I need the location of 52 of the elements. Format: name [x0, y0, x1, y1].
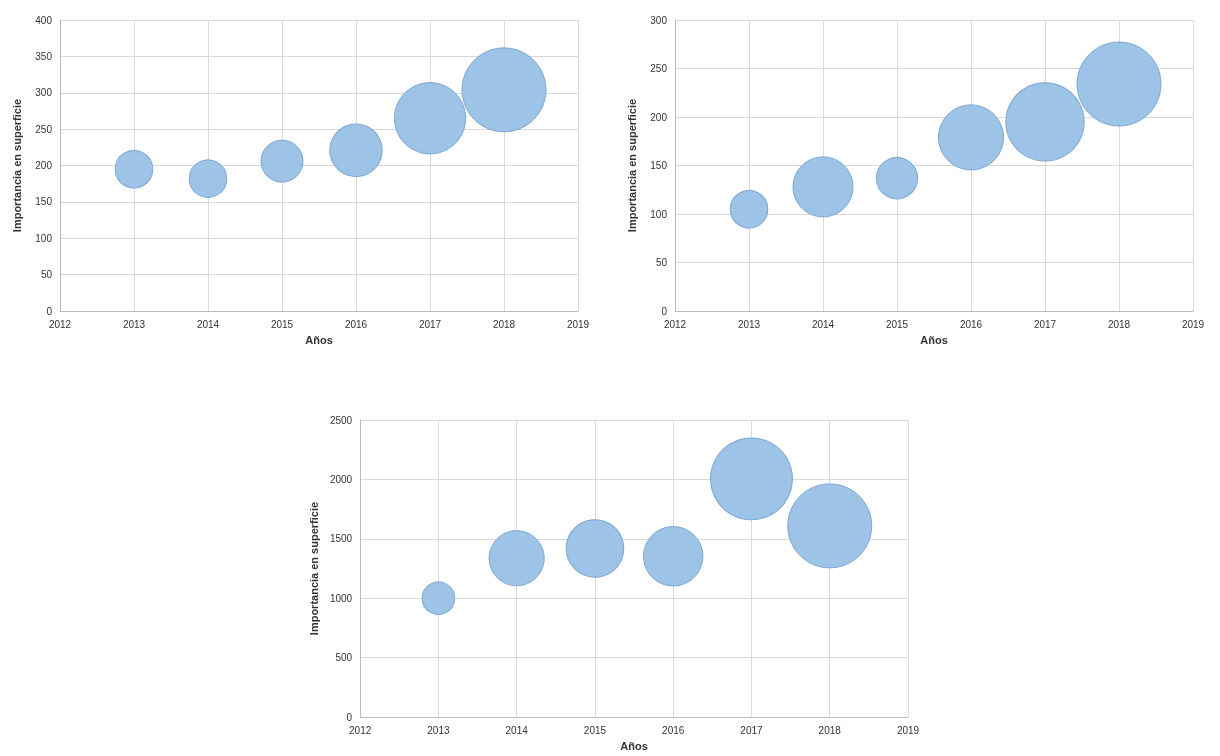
x-axis-title: Años	[305, 333, 333, 346]
y-axis-title: Importancia en superficie	[10, 98, 23, 233]
y-tick-label: 0	[46, 305, 53, 317]
x-tick-label: 2017	[418, 318, 442, 330]
y-tick-label: 400	[35, 14, 53, 26]
x-tick-label: 2012	[663, 318, 687, 330]
y-tick-label: 0	[661, 305, 668, 317]
y-tick-label: 200	[35, 160, 53, 172]
x-tick-label: 2017	[740, 724, 764, 736]
x-tick-label: 2019	[896, 724, 920, 736]
y-tick-label: 1000	[329, 592, 353, 604]
y-axis-title: Importancia en superficie	[307, 501, 320, 636]
y-tick-label: 0	[346, 711, 353, 723]
x-tick-label: 2013	[427, 724, 450, 736]
y-tick-label: 1500	[329, 533, 353, 545]
x-tick-label: 2014	[505, 724, 529, 736]
x-tick-label: 2017	[1033, 318, 1057, 330]
x-tick-label: 2013	[122, 318, 146, 330]
x-tick-label: 2018	[492, 318, 516, 330]
x-tick-label: 2015	[583, 724, 607, 736]
y-axis-title: Importancia en superficie	[625, 98, 638, 233]
x-tick-label: 2019	[1181, 318, 1205, 330]
y-tick-label: 150	[650, 160, 668, 172]
x-tick-label: 2012	[48, 318, 72, 330]
x-tick-label: 2015	[885, 318, 909, 330]
y-tick-label: 200	[650, 111, 668, 123]
x-axis-title: Años	[920, 333, 948, 346]
y-tick-label: 2000	[329, 473, 353, 485]
x-tick-label: 2019	[566, 318, 590, 330]
x-tick-label: 2013	[737, 318, 761, 330]
x-tick-label: 2016	[959, 318, 983, 330]
y-tick-label: 50	[655, 257, 668, 269]
y-tick-label: 50	[40, 269, 53, 281]
y-tick-label: 100	[650, 208, 668, 220]
x-tick-label: 2016	[344, 318, 368, 330]
y-tick-label: 100	[35, 232, 53, 244]
y-tick-label: 300	[650, 14, 668, 26]
y-tick-label: 250	[35, 123, 53, 135]
x-tick-label: 2018	[818, 724, 842, 736]
x-axis-title: Años	[620, 739, 648, 752]
y-tick-label: 500	[335, 652, 353, 664]
y-tick-label: 150	[35, 196, 53, 208]
x-tick-label: 2012	[349, 724, 372, 736]
x-tick-label: 2016	[662, 724, 685, 736]
y-tick-label: 300	[35, 87, 53, 99]
x-tick-label: 2015	[270, 318, 294, 330]
x-tick-label: 2014	[811, 318, 835, 330]
y-tick-label: 350	[35, 50, 53, 62]
x-tick-label: 2014	[196, 318, 220, 330]
y-tick-label: 250	[650, 63, 668, 75]
x-tick-label: 2018	[1107, 318, 1131, 330]
y-tick-label: 2500	[329, 414, 353, 426]
